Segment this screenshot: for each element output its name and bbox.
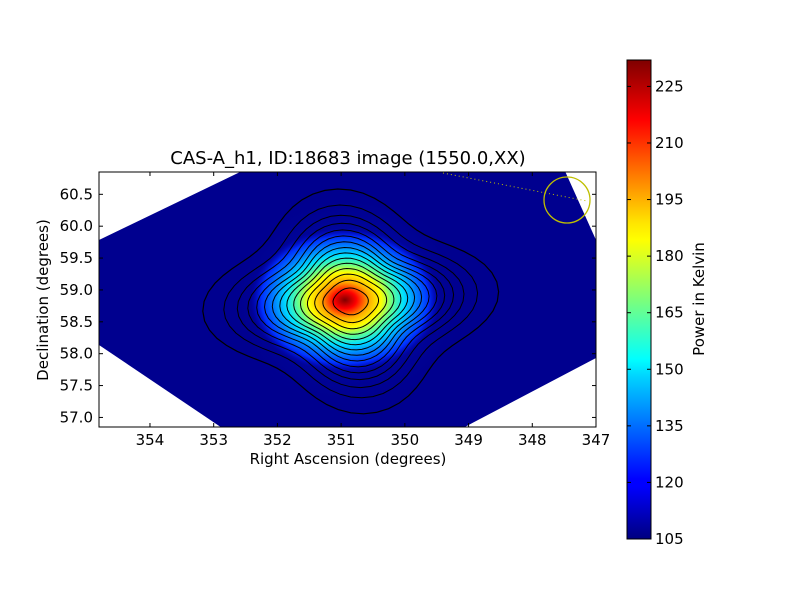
- y-tick-label: 59.0: [60, 281, 93, 299]
- colorbar-tick-label: 105: [655, 530, 684, 548]
- contour-line: [299, 262, 402, 341]
- contour-line: [314, 273, 388, 330]
- y-tick-label: 60.5: [60, 185, 93, 203]
- colorbar-gradient: [626, 59, 652, 540]
- colorbar-tick-label: 150: [655, 360, 684, 378]
- colorbar-tick-label: 120: [655, 473, 684, 491]
- contour-line: [332, 287, 369, 316]
- contour-line: [279, 246, 423, 356]
- chart-title: CAS-A_h1, ID:18683 image (1550.0,XX): [170, 148, 525, 169]
- y-tick-label: 59.5: [60, 249, 93, 267]
- y-tick-label: 57.5: [60, 377, 93, 395]
- y-axis-ticks: 57.0 57.5 58.0 58.5 59.0 59.5 60.0 60.5: [60, 185, 596, 426]
- contour-line: [306, 267, 395, 335]
- contour-line: [263, 235, 438, 368]
- colorbar-tick-label: 165: [655, 304, 684, 322]
- contour-line: [223, 204, 479, 399]
- y-tick-label: 60.0: [60, 217, 93, 235]
- x-tick-label: 348: [518, 431, 547, 449]
- x-tick-label: 351: [327, 431, 356, 449]
- x-tick-label: 352: [263, 431, 292, 449]
- plot-area: [98, 171, 597, 428]
- colorbar-ticks: 105 120 135 150 165 180 195 210 225: [627, 77, 684, 548]
- contour-line: [247, 222, 455, 381]
- colorbar-tick-label: 180: [655, 247, 684, 265]
- axes-frame: [98, 171, 597, 428]
- x-axis-ticks: 354 353 352 351 350 349 348 347: [136, 172, 611, 449]
- contour-line: [236, 214, 465, 389]
- contour-line: [293, 257, 409, 346]
- y-tick-label: 58.5: [60, 313, 93, 331]
- colorbar-tick-label: 225: [655, 77, 684, 95]
- x-axis-label: Right Ascension (degrees): [250, 450, 447, 468]
- contour-line: [286, 252, 416, 351]
- x-tick-label: 354: [136, 431, 165, 449]
- colorbar: 105 120 135 150 165 180 195 210 225 Power in Kel…: [626, 59, 708, 548]
- y-tick-label: 58.0: [60, 345, 93, 363]
- colorbar-tick-label: 135: [655, 417, 684, 435]
- x-tick-label: 349: [454, 431, 483, 449]
- beam-pointer-line: [442, 172, 588, 202]
- x-tick-label: 350: [391, 431, 420, 449]
- x-tick-label: 353: [199, 431, 228, 449]
- contour-line: [202, 188, 500, 415]
- contour-line: [256, 229, 446, 374]
- colorbar-tick-label: 210: [655, 134, 684, 152]
- contour-lines: [202, 188, 500, 415]
- colorbar-label: Power in Kelvin: [690, 242, 708, 356]
- y-tick-label: 57.0: [60, 408, 93, 426]
- x-tick-label: 347: [582, 431, 611, 449]
- contour-line: [271, 241, 430, 362]
- colorbar-tick-label: 195: [655, 191, 684, 209]
- contour-line: [322, 279, 379, 324]
- y-axis-label: Declination (degrees): [34, 219, 52, 381]
- beam-circle: [543, 176, 591, 224]
